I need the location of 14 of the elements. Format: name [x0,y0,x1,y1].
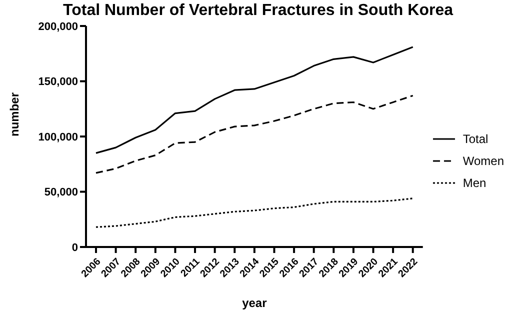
y-tick-label: 100,000 [38,131,78,144]
y-axis-title: number [7,92,22,136]
legend-label: Total [462,132,488,146]
line-series [95,198,414,228]
chart-title: Total Number of Vertebral Fractures in South Korea [62,2,454,20]
y-tick-label: 0 [72,242,78,254]
y-tick-label: 150,000 [38,76,78,88]
line-series [95,94,414,174]
legend-label: Men [462,176,486,190]
y-tick-label: 200,000 [38,20,78,33]
legend-label: Women [462,154,504,168]
x-axis-title: year [242,296,268,310]
y-tick-label: 50,000 [44,186,78,199]
line-series [95,46,414,154]
